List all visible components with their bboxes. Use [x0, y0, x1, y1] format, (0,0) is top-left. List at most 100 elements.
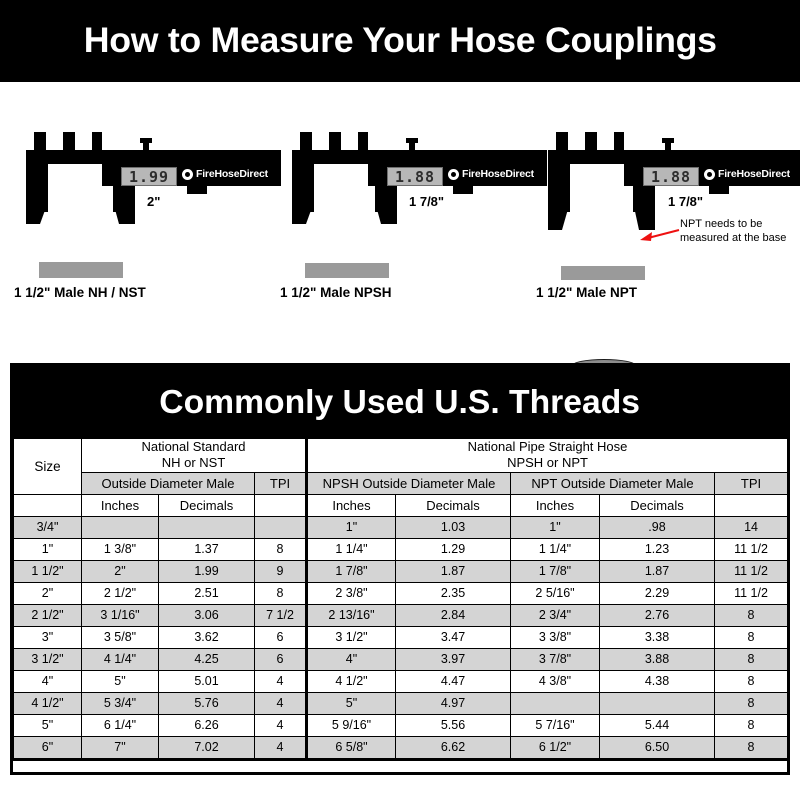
caliper-illustration: 1.88 FireHoseDirect 1 7/8"	[272, 120, 547, 423]
cell-size: 3/4"	[13, 515, 82, 539]
cell-nh-inches: 6 1/4"	[81, 713, 159, 737]
cell-npsh-inches: 4 1/2"	[305, 669, 396, 693]
cell-nh-tpi: 4	[254, 735, 307, 761]
header-tpi-right: TPI	[713, 471, 789, 495]
cell-npt-inches: 4 3/8"	[510, 669, 600, 693]
cell-nh-tpi: 4	[254, 691, 307, 715]
header-tpi-left: TPI	[254, 471, 307, 495]
cell-npsh-decimals: 5.56	[395, 713, 511, 737]
header-npsh-od-male: NPSH Outside Diameter Male	[305, 471, 511, 495]
header-group-left-line2: NH or NST	[161, 455, 226, 471]
cell-npsh-decimals: 4.47	[395, 669, 511, 693]
brand-watermark: FireHoseDirect	[448, 168, 534, 180]
cell-nh-decimals: 7.02	[158, 735, 255, 761]
cell-npt-tpi: 8	[713, 603, 789, 627]
cell-npt-tpi: 11 1/2	[713, 581, 789, 605]
cell-npsh-inches: 4"	[305, 647, 396, 671]
cell-npsh-decimals: 4.97	[395, 691, 511, 715]
header-size: Size	[13, 438, 82, 495]
cell-size: 2"	[13, 581, 82, 605]
cell-npt-inches: 6 1/2"	[510, 735, 600, 761]
cell-npsh-inches: 2 13/16"	[305, 603, 396, 627]
cell-nh-inches	[81, 515, 159, 539]
table-body: 3/4" 1" 1.03 1" .98 14 1" 1 3/8" 1.37 8 1 1/4" 1.29…	[13, 515, 789, 761]
table-row: 2 1/2" 3 1/16" 3.06 7 1/2 2 13/16" 2.84 2 3/4"…	[13, 603, 789, 627]
cell-npsh-inches: 1 7/8"	[305, 559, 396, 583]
cell-npsh-inches: 1"	[305, 515, 396, 539]
table-row: 1 1/2" 2" 1.99 9 1 7/8" 1.87 1 7/8" 1.87 11 1/2	[13, 559, 789, 583]
header-row-subgroups: Outside Diameter Male TPI NPSH Outside D…	[14, 471, 789, 495]
cell-nh-inches: 7"	[81, 735, 159, 761]
cell-nh-inches: 1 3/8"	[81, 537, 159, 561]
cell-npt-inches: 1 1/4"	[510, 537, 600, 561]
cell-size: 6"	[13, 735, 82, 761]
firehosedirect-logo-icon	[182, 168, 193, 180]
cell-nh-decimals: 1.99	[158, 559, 255, 583]
cell-size: 3 1/2"	[13, 647, 82, 671]
header-npsh-inches: Inches	[305, 493, 396, 517]
cell-nh-tpi: 4	[254, 713, 307, 737]
cell-npsh-inches: 6 5/8"	[305, 735, 396, 761]
measurement-label: 1 7/8"	[668, 194, 704, 209]
cell-size: 4 1/2"	[13, 691, 82, 715]
cell-nh-inches: 3 5/8"	[81, 625, 159, 649]
table-row: 3/4" 1" 1.03 1" .98 14	[13, 515, 789, 539]
cell-npt-decimals: 2.76	[599, 603, 715, 627]
cell-npsh-decimals: 1.87	[395, 559, 511, 583]
caliper-display: 1.88	[643, 167, 699, 186]
cell-npt-tpi: 8	[713, 713, 789, 737]
cell-npsh-decimals: 2.35	[395, 581, 511, 605]
cell-nh-inches: 2 1/2"	[81, 581, 159, 605]
cell-npt-tpi: 11 1/2	[713, 537, 789, 561]
header-group-national-pipe-straight-hose: National Pipe Straight Hose NPSH or NPT	[304, 438, 789, 473]
cell-nh-decimals: 3.06	[158, 603, 255, 627]
header-group-national-standard: National Standard NH or NST	[81, 438, 307, 473]
npt-base-arrow-icon	[640, 229, 680, 241]
npt-note-line1: NPT needs to be	[680, 218, 763, 230]
cell-nh-decimals: 1.37	[158, 537, 255, 561]
coupling-base	[39, 262, 123, 278]
coupling-base	[305, 263, 389, 278]
header-row-groups: Size National Standard NH or NST Nationa…	[13, 438, 789, 495]
caliper-display: 1.88	[387, 167, 443, 186]
header-unit-size-blank	[13, 493, 82, 517]
diagram-npt: 1.88 FireHoseDirect 1 7/8"	[528, 120, 800, 425]
cell-npsh-inches: 5 9/16"	[305, 713, 396, 737]
table-row: 1" 1 3/8" 1.37 8 1 1/4" 1.29 1 1/4" 1.23 11 1/2	[13, 537, 789, 561]
diagram-caption: 1 1/2" Male NPT	[536, 285, 637, 300]
table-row: 5" 6 1/4" 6.26 4 5 9/16" 5.56 5 7/16" 5.44 8	[13, 713, 789, 737]
cell-npt-tpi: 8	[713, 691, 789, 715]
cell-npt-decimals: 4.38	[599, 669, 715, 693]
table-row: 4 1/2" 5 3/4" 5.76 4 5" 4.97 8	[13, 691, 789, 715]
cell-nh-inches: 5 3/4"	[81, 691, 159, 715]
header-row-units: Inches Decimals Inches Decimals Inches D…	[13, 493, 789, 517]
cell-npsh-decimals: 3.47	[395, 625, 511, 649]
cell-nh-tpi: 8	[254, 581, 307, 605]
cell-size: 5"	[13, 713, 82, 737]
cell-nh-inches: 4 1/4"	[81, 647, 159, 671]
threads-table: Size National Standard NH or NST Nationa…	[13, 438, 789, 761]
cell-nh-decimals: 5.01	[158, 669, 255, 693]
cell-nh-tpi: 7 1/2	[254, 603, 307, 627]
header-npt-decimals: Decimals	[599, 493, 715, 517]
table-row: 2" 2 1/2" 2.51 8 2 3/8" 2.35 2 5/16" 2.29 11 1/2	[13, 581, 789, 605]
caliper-illustration: 1.99 FireHoseDirect 2"	[6, 120, 281, 421]
table-title: Commonly Used U.S. Threads	[159, 383, 641, 420]
cell-npsh-inches: 3 1/2"	[305, 625, 396, 649]
diagram-npsh: 1.88 FireHoseDirect 1 7/8" 1 1/2" Male N…	[272, 120, 547, 423]
cell-npsh-inches: 1 1/4"	[305, 537, 396, 561]
caliper-diagrams-section: 1.99 FireHoseDirect 2" 1 1/2" Male NH / …	[0, 120, 800, 425]
header-npt-inches: Inches	[510, 493, 600, 517]
brand-watermark: FireHoseDirect	[704, 168, 790, 180]
cell-npt-inches	[510, 691, 600, 715]
cell-npt-decimals: 5.44	[599, 713, 715, 737]
measurement-label: 1 7/8"	[409, 194, 445, 209]
cell-npt-tpi: 8	[713, 669, 789, 693]
cell-nh-decimals: 6.26	[158, 713, 255, 737]
page-header-banner: How to Measure Your Hose Couplings	[0, 0, 800, 82]
cell-nh-inches: 5"	[81, 669, 159, 693]
cell-nh-decimals: 4.25	[158, 647, 255, 671]
header-nh-inches: Inches	[81, 493, 159, 517]
header-unit-tpi-left-blank	[254, 493, 307, 517]
cell-npt-decimals	[599, 691, 715, 715]
